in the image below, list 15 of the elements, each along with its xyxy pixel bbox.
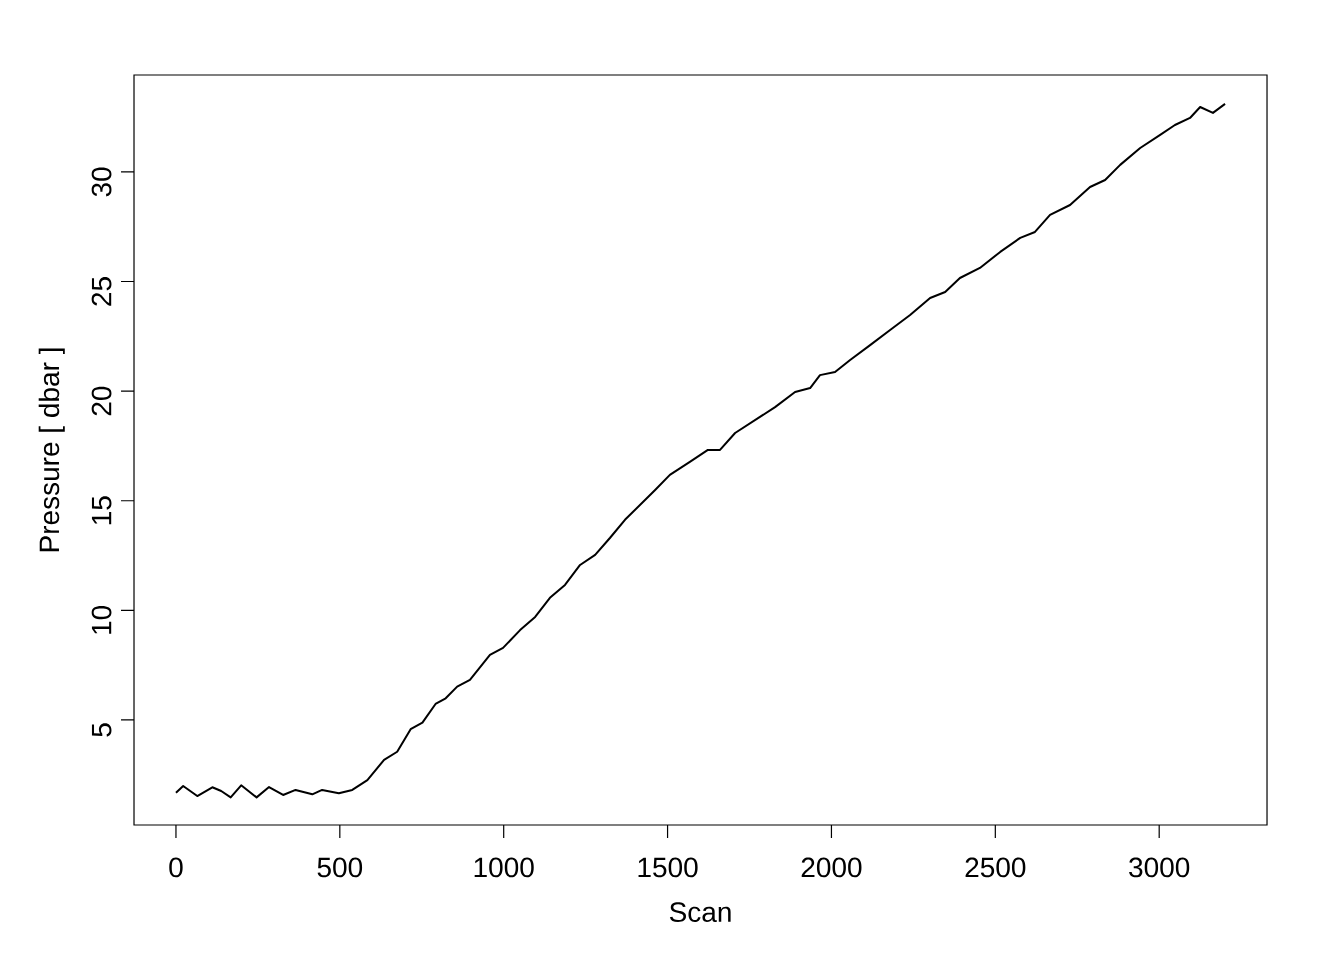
y-tick-label: 25 xyxy=(91,277,112,306)
x-tick-label: 1500 xyxy=(638,857,698,878)
y-tick-label: 15 xyxy=(91,496,112,525)
x-tick-label: 1000 xyxy=(474,857,534,878)
y-tick-label: 5 xyxy=(91,723,112,737)
x-tick-label: 2500 xyxy=(965,857,1026,878)
y-axis-title: Pressure [ dbar ] xyxy=(38,348,65,552)
x-tick-label: 500 xyxy=(317,857,363,878)
y-tick-label: 30 xyxy=(91,167,112,197)
x-axis-title: Scan xyxy=(669,902,731,923)
x-tick-label: 3000 xyxy=(1129,857,1190,878)
x-tick-label: 0 xyxy=(169,857,183,878)
y-tick-label: 20 xyxy=(91,386,112,416)
y-tick-label: 10 xyxy=(91,605,112,634)
x-tick-label: 2000 xyxy=(801,857,862,878)
